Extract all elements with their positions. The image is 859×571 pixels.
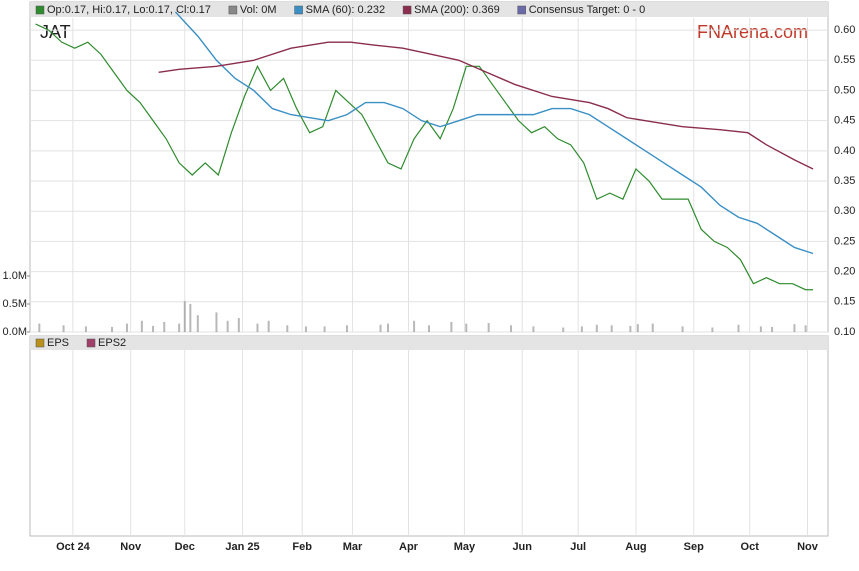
volume-bar: [345, 325, 348, 332]
x-tick-label: Jun: [512, 541, 532, 553]
volume-bar: [237, 318, 240, 332]
volume-bar: [125, 323, 128, 332]
x-tick-label: Jan 25: [225, 541, 259, 553]
x-tick-label: Nov: [797, 541, 819, 553]
volume-bar: [737, 324, 740, 332]
x-tick-label: Oct 24: [56, 541, 91, 553]
y-tick-label: 0.55: [834, 54, 855, 66]
volume-bar: [428, 325, 430, 332]
y-tick-label: 0.35: [834, 175, 855, 187]
volume-bar: [323, 326, 326, 332]
x-tick-label: Nov: [120, 541, 142, 553]
x-tick-label: Dec: [175, 541, 195, 553]
legend-label: SMA (60): 0.232: [306, 4, 386, 16]
y-tick-label: 0.60: [834, 24, 855, 36]
eps-panel: [29, 335, 829, 537]
volume-bar: [711, 327, 714, 332]
volume-bar: [62, 325, 65, 332]
x-tick-label: Mar: [343, 541, 363, 553]
volume-bar: [38, 323, 41, 332]
volume-bar: [465, 323, 468, 332]
volume-bar: [562, 327, 565, 332]
ticker: JAT: [40, 22, 71, 42]
legend-swatch: [294, 5, 303, 15]
series-line: [35, 23, 814, 291]
volume-bar: [84, 326, 87, 332]
legend-swatch: [228, 5, 238, 15]
volume-bar: [152, 325, 155, 332]
legend-label: Op:0.17, Hi:0.17, Lo:0.17, Cl:0.17: [47, 4, 211, 16]
x-tick-label: Feb: [292, 541, 312, 553]
y-tick-label: 0.50: [834, 84, 855, 96]
y-tick-label: 0.25: [834, 235, 855, 247]
volume-bar: [771, 326, 774, 332]
volume-bar: [163, 321, 166, 332]
legend-swatch: [517, 5, 526, 15]
volume-bar: [804, 325, 807, 332]
volume-bar: [379, 324, 382, 332]
volume-bar: [196, 315, 199, 332]
y-tick-label: 0.15: [834, 296, 855, 308]
volume-bar: [215, 312, 218, 332]
y-tick-label: 0.10: [834, 326, 855, 338]
y-tick-label: 0.30: [834, 205, 855, 217]
legend-label: SMA (200): 0.369: [414, 4, 500, 16]
volume-bar: [532, 326, 535, 332]
x-tick-label: Aug: [625, 541, 646, 553]
volume-bar: [580, 326, 583, 332]
volume-tick-label: 1.0M: [3, 270, 27, 282]
legend-swatch: [35, 338, 45, 348]
volume-bar: [111, 326, 114, 332]
y-tick-label: 0.40: [834, 145, 855, 157]
volume-bar: [140, 320, 143, 332]
volume-bar: [178, 323, 181, 332]
volume-bar: [189, 304, 192, 332]
volume-bar: [286, 325, 289, 332]
x-tick-label: Sep: [684, 541, 704, 553]
x-tick-label: Apr: [399, 541, 419, 553]
volume-bar: [183, 301, 186, 332]
volume-bar: [256, 323, 259, 332]
legend-bar: [30, 336, 828, 350]
volume-bar: [413, 320, 416, 332]
x-tick-label: Jul: [570, 541, 586, 553]
legend-label: EPS2: [98, 337, 126, 349]
watermark: FNArena.com: [697, 22, 808, 42]
x-tick-label: May: [454, 541, 476, 553]
volume-bar: [267, 320, 270, 332]
volume-bar: [386, 323, 389, 332]
legend-swatch: [402, 5, 412, 15]
volume-tick-label: 0.5M: [3, 298, 27, 310]
legend-label: Vol: 0M: [240, 4, 277, 16]
volume-bar: [510, 325, 513, 332]
volume-bar: [681, 326, 684, 332]
series-line: [174, 11, 814, 255]
volume-bar: [450, 321, 453, 332]
legend-swatch: [35, 5, 45, 15]
volume-bar: [487, 323, 490, 332]
legend-swatch: [86, 338, 96, 348]
legend-label: Consensus Target: 0 - 0: [529, 4, 646, 16]
volume-bar: [304, 326, 307, 332]
volume-bar: [629, 325, 632, 332]
y-tick-label: 0.45: [834, 115, 855, 127]
price-panel: [29, 1, 829, 333]
legend-label: EPS: [47, 337, 69, 349]
volume-bar: [759, 326, 762, 332]
volume-bar: [226, 320, 229, 332]
x-tick-label: Oct: [741, 541, 760, 553]
volume-bar: [636, 324, 639, 332]
volume-bar: [651, 323, 654, 332]
volume-bar: [595, 324, 598, 332]
series-line: [158, 41, 814, 170]
y-tick-label: 0.20: [834, 266, 855, 278]
volume-bar: [793, 324, 796, 332]
volume-bar: [610, 325, 613, 332]
volume-tick-label: 0.0M: [3, 326, 27, 338]
